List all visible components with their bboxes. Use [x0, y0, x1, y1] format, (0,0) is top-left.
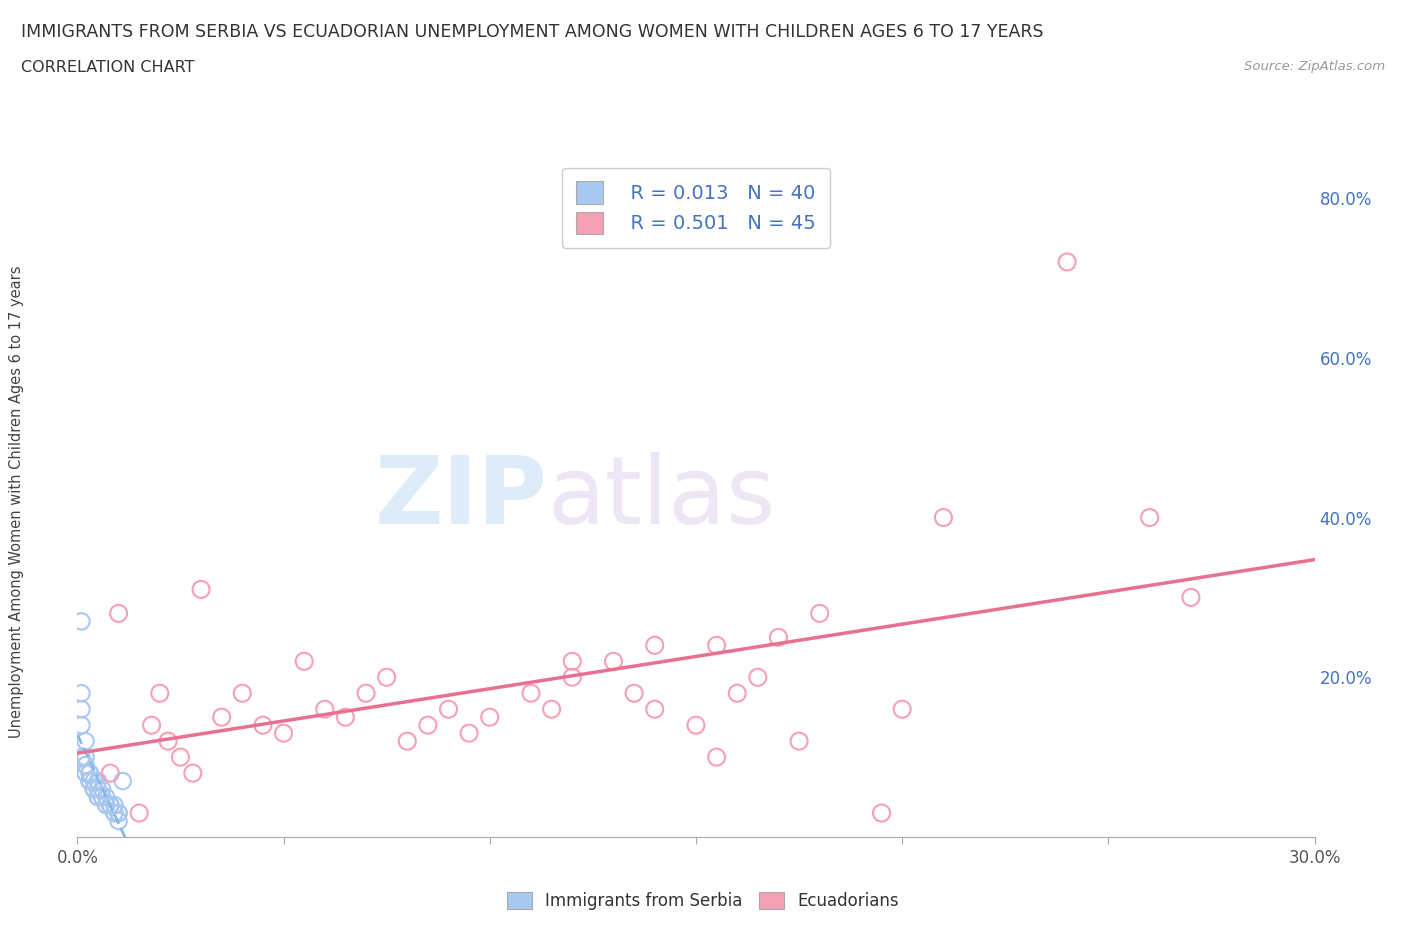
Point	[79, 774, 101, 789]
Point	[70, 718, 93, 733]
Point	[787, 734, 810, 749]
Point	[70, 702, 93, 717]
Point	[335, 710, 357, 724]
Point	[644, 638, 666, 653]
Point	[437, 702, 460, 717]
Point	[870, 805, 893, 820]
Point	[747, 670, 769, 684]
Point	[83, 781, 105, 796]
Point	[107, 814, 129, 829]
Point	[706, 750, 728, 764]
Text: IMMIGRANTS FROM SERBIA VS ECUADORIAN UNEMPLOYMENT AMONG WOMEN WITH CHILDREN AGES: IMMIGRANTS FROM SERBIA VS ECUADORIAN UNE…	[21, 23, 1043, 41]
Point	[396, 734, 419, 749]
Point	[1180, 590, 1202, 604]
Point	[83, 781, 105, 796]
Point	[103, 798, 125, 813]
Point	[107, 606, 129, 621]
Point	[416, 718, 439, 733]
Point	[79, 774, 101, 789]
Text: ZIP: ZIP	[374, 452, 547, 543]
Point	[623, 685, 645, 700]
Point	[70, 614, 93, 629]
Point	[231, 685, 253, 700]
Text: Unemployment Among Women with Children Ages 6 to 17 years: Unemployment Among Women with Children A…	[10, 266, 24, 738]
Point	[96, 798, 118, 813]
Point	[932, 510, 955, 525]
Point	[685, 718, 707, 733]
Point	[149, 685, 172, 700]
Point	[190, 582, 212, 597]
Point	[808, 606, 831, 621]
Point	[98, 765, 121, 780]
Point	[98, 798, 121, 813]
Point	[75, 758, 97, 773]
Point	[768, 630, 790, 644]
Point	[91, 790, 114, 804]
Point	[141, 718, 163, 733]
Point	[1139, 510, 1161, 525]
Point	[83, 774, 105, 789]
Point	[540, 702, 562, 717]
Text: Source: ZipAtlas.com: Source: ZipAtlas.com	[1244, 60, 1385, 73]
Point	[79, 765, 101, 780]
Point	[103, 805, 125, 820]
Point	[478, 710, 501, 724]
Point	[725, 685, 748, 700]
Point	[75, 765, 97, 780]
Point	[644, 702, 666, 717]
Point	[169, 750, 191, 764]
Point	[354, 685, 377, 700]
Legend:   R = 0.013   N = 40,   R = 0.501   N = 45: R = 0.013 N = 40, R = 0.501 N = 45	[562, 167, 830, 247]
Point	[70, 750, 93, 764]
Point	[273, 725, 295, 740]
Point	[75, 758, 97, 773]
Point	[70, 685, 93, 700]
Point	[314, 702, 336, 717]
Point	[87, 790, 110, 804]
Point	[891, 702, 914, 717]
Point	[211, 710, 233, 724]
Point	[75, 750, 97, 764]
Point	[375, 670, 398, 684]
Point	[458, 725, 481, 740]
Point	[107, 805, 129, 820]
Point	[706, 638, 728, 653]
Point	[128, 805, 150, 820]
Point	[107, 805, 129, 820]
Text: atlas: atlas	[547, 452, 776, 543]
Legend: Immigrants from Serbia, Ecuadorians: Immigrants from Serbia, Ecuadorians	[501, 885, 905, 917]
Text: CORRELATION CHART: CORRELATION CHART	[21, 60, 194, 75]
Point	[87, 774, 110, 789]
Point	[602, 654, 624, 669]
Point	[87, 781, 110, 796]
Point	[79, 765, 101, 780]
Point	[75, 765, 97, 780]
Point	[87, 790, 110, 804]
Point	[103, 805, 125, 820]
Point	[157, 734, 180, 749]
Point	[79, 774, 101, 789]
Point	[181, 765, 204, 780]
Point	[96, 790, 118, 804]
Point	[98, 798, 121, 813]
Point	[252, 718, 274, 733]
Point	[98, 798, 121, 813]
Point	[83, 781, 105, 796]
Point	[292, 654, 315, 669]
Point	[75, 734, 97, 749]
Point	[1056, 255, 1078, 270]
Point	[96, 798, 118, 813]
Point	[561, 670, 583, 684]
Point	[561, 654, 583, 669]
Point	[111, 774, 134, 789]
Point	[91, 781, 114, 796]
Point	[91, 790, 114, 804]
Point	[520, 685, 543, 700]
